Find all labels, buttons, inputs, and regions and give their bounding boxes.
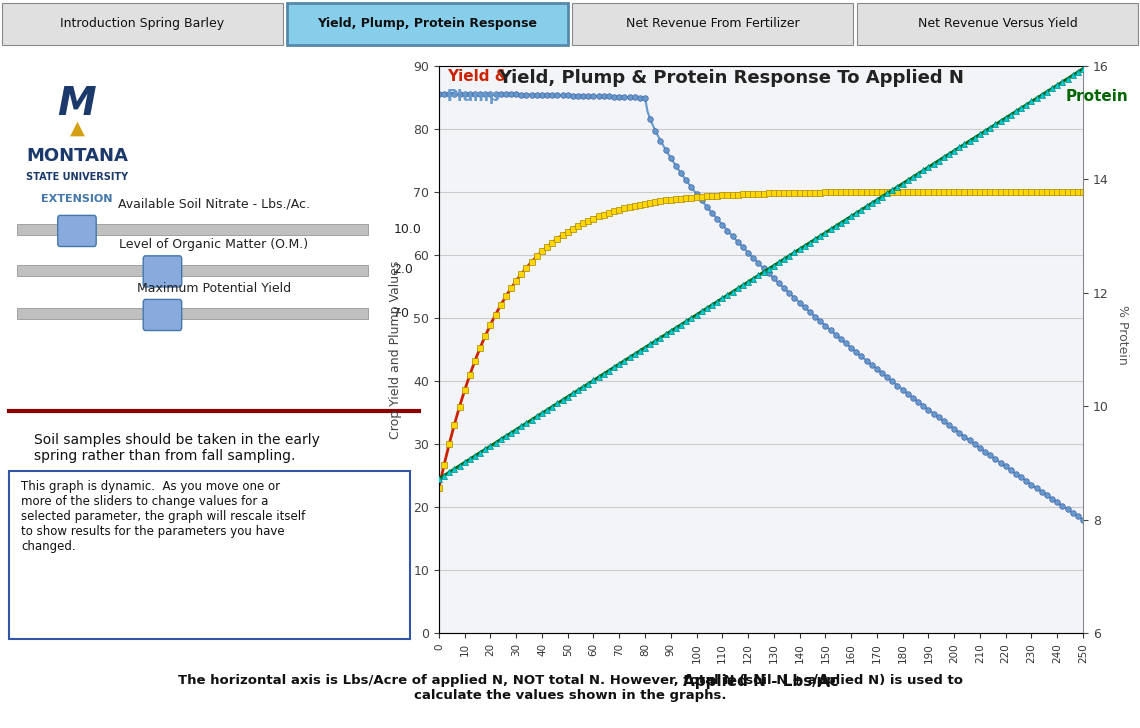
Text: M: M [58, 84, 96, 122]
Text: Protein: Protein [1066, 89, 1129, 104]
Text: Soil samples should be taken in the early
spring rather than from fall sampling.: Soil samples should be taken in the earl… [34, 433, 320, 464]
Text: Level of Organic Matter (O.M.): Level of Organic Matter (O.M.) [120, 238, 308, 251]
Text: Yield, Plump, Protein Response: Yield, Plump, Protein Response [318, 17, 537, 30]
FancyBboxPatch shape [17, 308, 367, 320]
Text: Yield &: Yield & [447, 69, 513, 84]
Text: ▲: ▲ [70, 119, 84, 138]
Text: % Protein: % Protein [1116, 305, 1130, 365]
Text: Introduction Spring Barley: Introduction Spring Barley [60, 17, 225, 30]
Text: Net Revenue Versus Yield: Net Revenue Versus Yield [918, 17, 1077, 30]
Text: Plump: Plump [447, 89, 500, 104]
Text: This graph is dynamic.  As you move one or
more of the sliders to change values : This graph is dynamic. As you move one o… [22, 480, 306, 553]
Text: 10.0: 10.0 [393, 223, 421, 236]
FancyBboxPatch shape [17, 264, 367, 276]
FancyBboxPatch shape [17, 224, 367, 235]
FancyBboxPatch shape [572, 4, 853, 45]
Text: Net Revenue From Fertilizer: Net Revenue From Fertilizer [626, 17, 799, 30]
X-axis label: Applied N - Lbs/Ac: Applied N - Lbs/Ac [683, 674, 839, 689]
Text: The horizontal axis is Lbs/Acre of applied N, NOT total N. However, total N (soi: The horizontal axis is Lbs/Acre of appli… [178, 674, 962, 702]
FancyBboxPatch shape [287, 4, 568, 45]
Text: Yield, Plump & Protein Response To Applied N: Yield, Plump & Protein Response To Appli… [498, 69, 964, 87]
Text: Maximum Potential Yield: Maximum Potential Yield [137, 282, 291, 295]
Text: EXTENSION: EXTENSION [41, 194, 113, 204]
FancyBboxPatch shape [58, 215, 96, 247]
Text: Available Soil Nitrate - Lbs./Ac.: Available Soil Nitrate - Lbs./Ac. [117, 198, 310, 210]
FancyBboxPatch shape [857, 4, 1138, 45]
FancyBboxPatch shape [9, 470, 410, 638]
Text: MONTANA: MONTANA [26, 147, 128, 165]
FancyBboxPatch shape [144, 256, 181, 287]
FancyBboxPatch shape [144, 299, 181, 331]
Y-axis label: Crop Yield and Plump Values: Crop Yield and Plump Values [389, 260, 402, 439]
FancyBboxPatch shape [2, 4, 283, 45]
Text: 2.0: 2.0 [393, 263, 413, 276]
Text: 70: 70 [393, 306, 409, 320]
Text: STATE UNIVERSITY: STATE UNIVERSITY [26, 172, 128, 182]
